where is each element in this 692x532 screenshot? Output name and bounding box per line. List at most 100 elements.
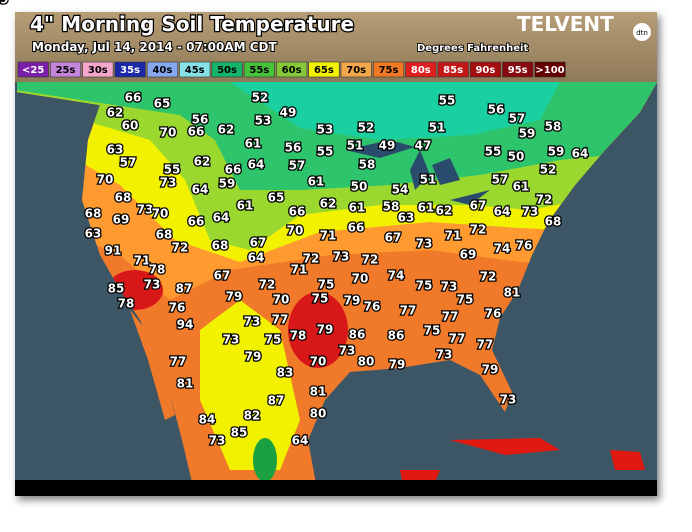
station-temp: 68 xyxy=(212,239,229,253)
station-temp: 47 xyxy=(415,139,432,153)
legend-swatch xyxy=(276,61,308,78)
station-temp: 67 xyxy=(250,236,267,250)
station-temp: 81 xyxy=(310,385,327,399)
legend-swatch xyxy=(308,61,340,78)
station-temp: 57 xyxy=(492,173,509,187)
legend-swatch xyxy=(114,61,146,78)
station-temp: 49 xyxy=(280,106,297,120)
legend-swatch xyxy=(179,61,211,78)
legend-label: 70s xyxy=(346,65,366,76)
station-temp: 64 xyxy=(213,211,230,225)
legend-label: 35s xyxy=(120,65,140,76)
station-temp: 61 xyxy=(513,180,530,194)
logo: TELVENT xyxy=(517,12,614,36)
station-temp: 79 xyxy=(344,294,361,308)
station-temp: 63 xyxy=(85,227,102,241)
logo-sub: dtn xyxy=(636,29,648,37)
station-temp: 62 xyxy=(218,123,235,137)
station-temp: 66 xyxy=(188,125,205,139)
station-temp: 86 xyxy=(349,328,366,342)
station-temp: 52 xyxy=(252,91,269,105)
legend-label: >100 xyxy=(535,65,564,76)
station-temp: 70 xyxy=(160,126,177,140)
station-temp: 78 xyxy=(149,263,166,277)
station-temp: 68 xyxy=(545,215,562,229)
station-temp: 69 xyxy=(113,213,130,227)
station-temp: 75 xyxy=(457,293,474,307)
station-temp: 68 xyxy=(115,191,132,205)
legend-label: <25 xyxy=(22,65,44,76)
legend-swatch xyxy=(211,61,243,78)
station-temp: 78 xyxy=(290,329,307,343)
station-temp: 71 xyxy=(320,229,337,243)
legend-swatch xyxy=(146,61,178,78)
great-lakes xyxy=(345,140,490,205)
legend-label: 45s xyxy=(185,65,205,76)
station-temp: 62 xyxy=(436,204,453,218)
station-temp: 80 xyxy=(358,355,375,369)
legend-label: 30s xyxy=(88,65,108,76)
station-temp: 78 xyxy=(118,297,135,311)
station-temp: 70 xyxy=(310,355,327,369)
station-temp: 66 xyxy=(225,163,242,177)
station-temp: 85 xyxy=(108,282,125,296)
station-temp: 81 xyxy=(177,377,194,391)
legend: <25 25s 30s 35s 40s 45s 50s 55s 60s 65s 70s 75s 80s 8… xyxy=(17,61,566,78)
station-temp: 65 xyxy=(154,97,171,111)
station-temp: 77 xyxy=(170,355,187,369)
title: 4" Morning Soil Temperature xyxy=(30,12,354,36)
station-temp: 79 xyxy=(226,290,243,304)
station-temp: 66 xyxy=(125,91,142,105)
station-temp: 67 xyxy=(214,269,231,283)
legend-label: 55s xyxy=(249,65,269,76)
legend-swatch xyxy=(372,61,405,78)
legend-label: 25s xyxy=(56,65,76,76)
station-temp: 73 xyxy=(209,434,226,448)
legend-label: 90s xyxy=(475,65,495,76)
station-temp: 55 xyxy=(317,145,334,159)
station-temp: 76 xyxy=(485,307,502,321)
station-temp: 73 xyxy=(416,237,433,251)
station-temp: 61 xyxy=(418,201,435,215)
station-temp: 86 xyxy=(388,329,405,343)
station-temp: 62 xyxy=(320,197,337,211)
station-temp: 71 xyxy=(134,254,151,268)
station-temp: 55 xyxy=(439,94,456,108)
station-temp: 61 xyxy=(308,175,325,189)
station-temp: 70 xyxy=(287,224,304,238)
station-temp: 64 xyxy=(192,183,209,197)
station-temp: 77 xyxy=(477,338,494,352)
station-temp: 72 xyxy=(362,253,379,267)
station-temp: 77 xyxy=(442,310,459,324)
station-temp: 65 xyxy=(268,191,285,205)
station-temp: 63 xyxy=(398,211,415,225)
station-temp: 59 xyxy=(519,127,536,141)
station-temp: 73 xyxy=(522,205,539,219)
station-temp: 66 xyxy=(348,221,365,235)
legend-swatch xyxy=(82,61,114,78)
station-temp: 79 xyxy=(245,350,262,364)
station-temp: 53 xyxy=(255,114,272,128)
station-temp: 72 xyxy=(536,193,553,207)
legend-swatch xyxy=(469,61,502,78)
station-temp: 79 xyxy=(482,363,499,377)
station-temp: 73 xyxy=(160,176,177,190)
station-temp: 62 xyxy=(107,106,124,120)
logo-badge xyxy=(633,23,651,41)
legend-label: 75s xyxy=(379,65,399,76)
station-temp: 70 xyxy=(97,173,114,187)
station-temp: 79 xyxy=(0,0,8,7)
station-temp: 74 xyxy=(494,242,511,256)
station-temp: 59 xyxy=(219,177,236,191)
legend-label: 80s xyxy=(411,65,431,76)
station-temp: 83 xyxy=(277,366,294,380)
station-temp: 91 xyxy=(105,244,122,258)
station-temp: 76 xyxy=(364,300,381,314)
station-temp: 76 xyxy=(516,239,533,253)
station-temp: 63 xyxy=(107,143,124,157)
station-temp: 50 xyxy=(508,150,525,164)
station-temp: 71 xyxy=(445,229,462,243)
station-temp: 54 xyxy=(392,183,409,197)
